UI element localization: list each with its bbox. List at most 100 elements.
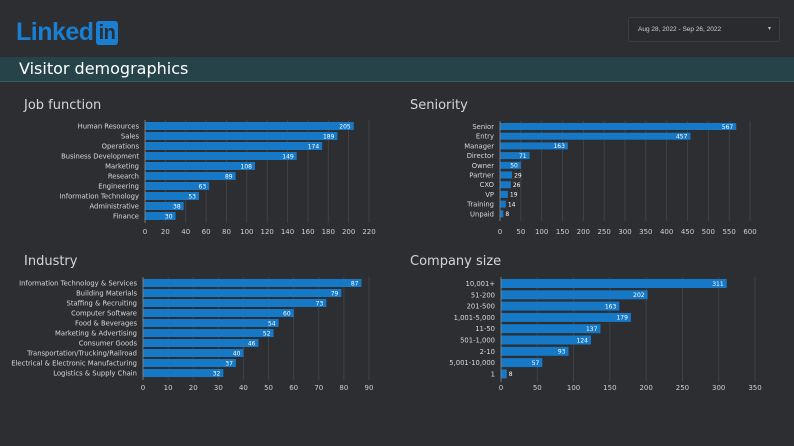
bar <box>145 162 255 170</box>
category-label: Information Technology & Services <box>19 280 137 288</box>
bar <box>500 161 521 169</box>
x-tick-label: 100 <box>535 228 548 236</box>
category-label: 10,001+ <box>466 280 495 288</box>
logo-text: Linked <box>16 18 94 46</box>
bar-value-label: 14 <box>508 201 516 208</box>
bar <box>143 349 244 357</box>
category-label: 201-500 <box>467 303 495 311</box>
x-tick-label: 60 <box>202 228 211 236</box>
x-tick-label: 200 <box>342 228 355 236</box>
x-tick-label: 350 <box>639 228 652 236</box>
bar <box>500 142 568 150</box>
bar <box>143 289 342 297</box>
category-label: Owner <box>472 162 494 170</box>
x-tick-label: 200 <box>577 228 590 236</box>
bar-value-label: 54 <box>268 320 276 327</box>
bar <box>143 309 294 317</box>
category-label: Partner <box>469 172 494 180</box>
category-label: 51-200 <box>471 291 495 299</box>
bar <box>143 339 259 347</box>
bar <box>501 335 591 345</box>
x-tick-label: 180 <box>322 228 335 236</box>
bar-value-label: 93 <box>558 349 566 356</box>
x-tick-label: 40 <box>181 228 190 236</box>
x-tick-label: 0 <box>143 228 147 236</box>
x-tick-label: 300 <box>618 228 631 236</box>
category-label: Director <box>467 152 495 160</box>
x-tick-label: 90 <box>365 384 374 392</box>
x-tick-label: 40 <box>239 384 248 392</box>
bar <box>145 132 338 140</box>
chevron-down-icon[interactable]: ▾ <box>767 26 771 32</box>
x-tick-label: 20 <box>161 228 170 236</box>
x-tick-label: 60 <box>289 384 298 392</box>
category-label: Logistics & Supply Chain <box>53 370 137 378</box>
category-label: VP <box>485 191 494 199</box>
bar-value-label: 189 <box>323 133 335 140</box>
bar <box>500 132 691 140</box>
date-range-picker[interactable]: Aug 28, 2022 - Sep 26, 2022 ▾ <box>628 17 780 42</box>
bar-value-label: 26 <box>513 182 521 189</box>
bar <box>145 182 210 190</box>
bar-value-label: 457 <box>676 134 688 141</box>
bar <box>500 210 504 218</box>
x-tick-label: 20 <box>189 384 198 392</box>
category-label: Research <box>108 173 139 181</box>
bar <box>501 290 648 300</box>
bar <box>145 172 236 180</box>
bar-value-label: 163 <box>553 143 565 150</box>
bar-value-label: 53 <box>188 193 196 200</box>
bar <box>143 369 224 377</box>
industry-chart: 0 10 20 30 40 50 60 70 80 90 Information Technolog… <box>11 277 374 392</box>
bar-value-label: 71 <box>519 153 527 160</box>
bar <box>500 152 530 160</box>
bar-value-label: 311 <box>712 281 724 288</box>
x-tick-label: 550 <box>722 228 735 236</box>
bar <box>145 142 323 150</box>
bar-value-label: 8 <box>505 211 509 218</box>
section-title: Visitor demographics <box>19 59 189 78</box>
x-tick-label: 100 <box>240 228 253 236</box>
bar-value-label: 202 <box>633 292 645 299</box>
x-tick-label: 150 <box>556 228 569 236</box>
category-label: Human Resources <box>78 123 140 131</box>
bar <box>501 324 601 334</box>
x-tick-label: 50 <box>533 384 542 392</box>
category-label: Finance <box>113 213 139 221</box>
x-tick-label: 0 <box>141 384 145 392</box>
category-label: 1 <box>491 370 495 378</box>
x-tick-label: 350 <box>748 384 761 392</box>
bar <box>145 212 176 220</box>
bar <box>145 122 354 130</box>
bar-value-label: 137 <box>586 326 598 333</box>
category-label: Senior <box>472 123 494 131</box>
x-tick-label: 120 <box>260 228 273 236</box>
bar <box>501 301 620 311</box>
bar-value-label: 108 <box>241 163 253 170</box>
x-tick-label: 150 <box>603 384 616 392</box>
bar-value-label: 29 <box>514 172 522 179</box>
bar <box>500 190 508 198</box>
category-label: Administrative <box>90 203 139 211</box>
x-tick-label: 160 <box>301 228 314 236</box>
logo-in-badge: in <box>95 20 119 45</box>
bar <box>501 369 507 379</box>
bar-value-label: 40 <box>233 350 241 357</box>
category-label: Marketing <box>105 163 139 171</box>
bar <box>501 358 543 368</box>
category-label: 501-1,000 <box>460 337 495 345</box>
industry-title: Industry <box>24 254 78 269</box>
x-tick-label: 450 <box>681 228 694 236</box>
seniority-title: Seniority <box>410 98 468 113</box>
job-function-chart: 0 20 40 60 80 100 120 140 160 180 200 220 Human Reso… <box>59 120 376 236</box>
bar <box>145 152 297 160</box>
x-tick-label: 400 <box>660 228 673 236</box>
seniority-chart: 0 50 100 150 200 250 300 350 400 450 500 550 600 Seni… <box>464 121 757 236</box>
bar-value-label: 8 <box>509 371 513 378</box>
bar <box>500 171 513 179</box>
bar <box>145 202 184 210</box>
category-label: Transportation/Trucking/Railroad <box>26 350 137 358</box>
bar <box>143 279 362 287</box>
category-label: Operations <box>102 143 140 151</box>
category-label: 5,001-10,000 <box>449 359 495 367</box>
